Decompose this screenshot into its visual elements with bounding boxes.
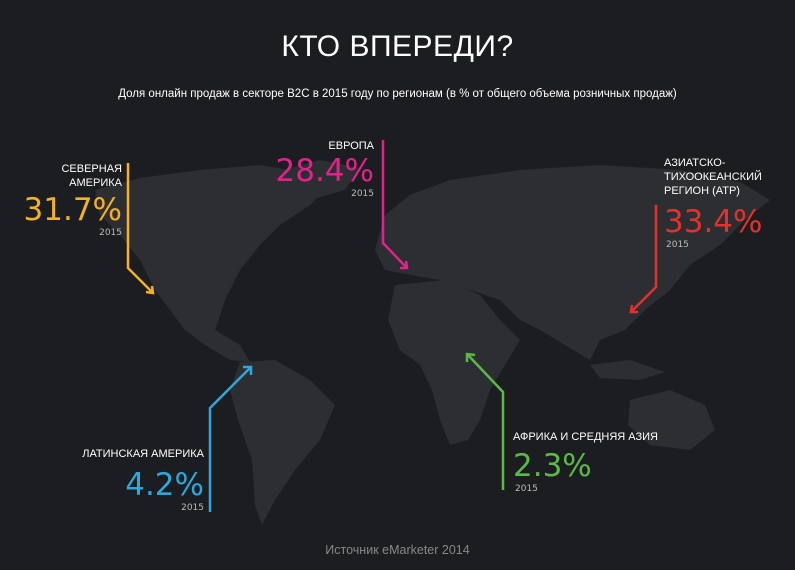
region-label: ЕВРОПА [328, 140, 374, 152]
page-subtitle: Доля онлайн продаж в секторе B2C в 2015 … [118, 88, 677, 100]
page-title: КТО ВПЕРЕДИ? [281, 30, 514, 63]
region-apac: АЗИАТСКО- ТИХООКЕАНСКИЙ РЕГИОН (АТР) 33.… [664, 156, 784, 250]
region-year: 2015 [515, 484, 538, 494]
arrowhead-icon [145, 285, 155, 295]
north-america-arrow [126, 163, 153, 293]
latin-america-arrow [208, 367, 251, 512]
region-year: 2015 [351, 189, 374, 199]
region-year: 2015 [99, 228, 122, 238]
region-label: АФРИКА И СРЕДНЯЯ АЗИЯ [513, 431, 659, 443]
region-label: СЕВЕРНАЯ АМЕРИКА [61, 163, 122, 189]
region-label: ЛАТИНСКАЯ АМЕРИКА [82, 448, 204, 460]
apac-arrow [631, 205, 658, 312]
south-america-shape [230, 360, 335, 525]
region-europe: ЕВРОПА 28.4% 2015 [270, 139, 374, 199]
arrowhead-icon [465, 352, 476, 362]
north-america-shape [95, 165, 330, 362]
africa-arrow [467, 354, 505, 490]
europe-arrow [381, 140, 407, 268]
region-label-line: РЕГИОН (АТР) [664, 185, 740, 197]
africa-shape [388, 280, 520, 445]
region-year: 2015 [181, 503, 204, 513]
region-value: 4.2% [125, 467, 204, 503]
region-label-line: ТИХООКЕАНСКИЙ [664, 171, 762, 183]
australia-shape [628, 390, 715, 450]
indonesia-shape [590, 360, 665, 380]
region-latin-america: ЛАТИНСКАЯ АМЕРИКА 4.2% 2015 [60, 447, 204, 513]
continents [95, 160, 770, 525]
region-value: 2.3% [513, 448, 592, 484]
arrowhead-icon [400, 260, 409, 270]
greenland-shape [275, 160, 360, 200]
region-year: 2015 [666, 240, 689, 250]
arrowhead-icon [629, 304, 638, 314]
region-africa: АФРИКА И СРЕДНЯЯ АЗИЯ 2.3% 2015 [513, 430, 673, 494]
eurasia-shape [375, 165, 770, 360]
arrowhead-icon [243, 365, 253, 375]
region-value: 31.7% [23, 192, 122, 228]
region-value: 33.4% [664, 204, 763, 240]
region-label-line: АЗИАТСКО- [664, 157, 726, 169]
source-note: Источник eMarketer 2014 [325, 543, 470, 557]
region-value: 28.4% [275, 153, 374, 189]
region-north-america: СЕВЕРНАЯ АМЕРИКА 31.7% 2015 [10, 162, 122, 238]
